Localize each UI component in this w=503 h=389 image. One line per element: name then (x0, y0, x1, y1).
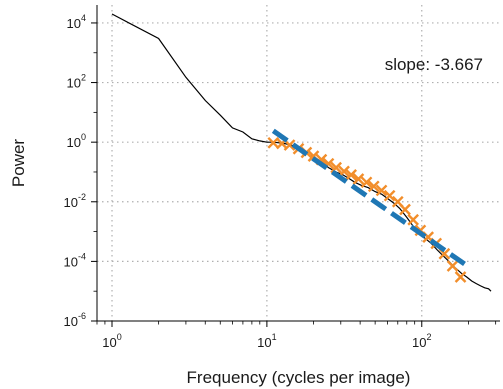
sample-point-stroke (345, 169, 357, 181)
sample-point (375, 184, 388, 197)
sample-point-stroke (407, 213, 420, 226)
grid (97, 5, 500, 321)
x-tick-label: 102 (412, 332, 431, 350)
y-axis-label: Power (9, 139, 28, 188)
sample-point-stroke (383, 189, 396, 202)
sample-point (399, 203, 411, 216)
y-tick-label: 102 (67, 73, 86, 91)
sample-point-stroke (360, 176, 373, 189)
sample-point (446, 260, 459, 272)
x-axis-label: Frequency (cycles per image) (187, 368, 411, 387)
ticks: 100 101 102 104 102 100 10-2 10-4 10-6 (64, 13, 497, 350)
y-tick-label: 10-4 (64, 251, 86, 269)
y-tick-label: 100 (67, 132, 86, 150)
sample-point-stroke (283, 139, 296, 151)
sample-point-stroke (375, 184, 388, 197)
sample-point-stroke (330, 161, 342, 174)
sample-point-stroke (338, 165, 350, 178)
sample-point-stroke (307, 150, 320, 162)
series-layer (111, 13, 492, 292)
sample-point (454, 271, 467, 283)
y-tick-label: 104 (67, 13, 86, 31)
sample-point (345, 169, 357, 181)
sample-point (360, 176, 373, 189)
sample-point (338, 165, 350, 178)
sample-point-stroke (352, 173, 365, 185)
x-tick-label: 101 (257, 332, 276, 350)
sample-point (352, 173, 365, 185)
y-tick-label: 10-6 (64, 311, 86, 329)
sample-point (330, 161, 342, 174)
sample-point (407, 213, 420, 226)
sample-point-stroke (367, 180, 380, 193)
sample-point-stroke (454, 271, 467, 283)
axes (96, 5, 500, 322)
sample-point-stroke (422, 231, 435, 244)
sample-point-stroke (391, 195, 404, 208)
y-tick-label: 10-2 (64, 192, 86, 210)
x-tick-label: 100 (102, 332, 121, 350)
sample-point-stroke (446, 260, 459, 272)
sample-point-stroke (399, 203, 411, 216)
sample-point (367, 180, 380, 193)
sample-point (383, 189, 396, 202)
slope-annotation: slope: -3.667 (385, 55, 483, 74)
fit-line (271, 128, 467, 267)
sample-point-stroke (438, 247, 451, 260)
